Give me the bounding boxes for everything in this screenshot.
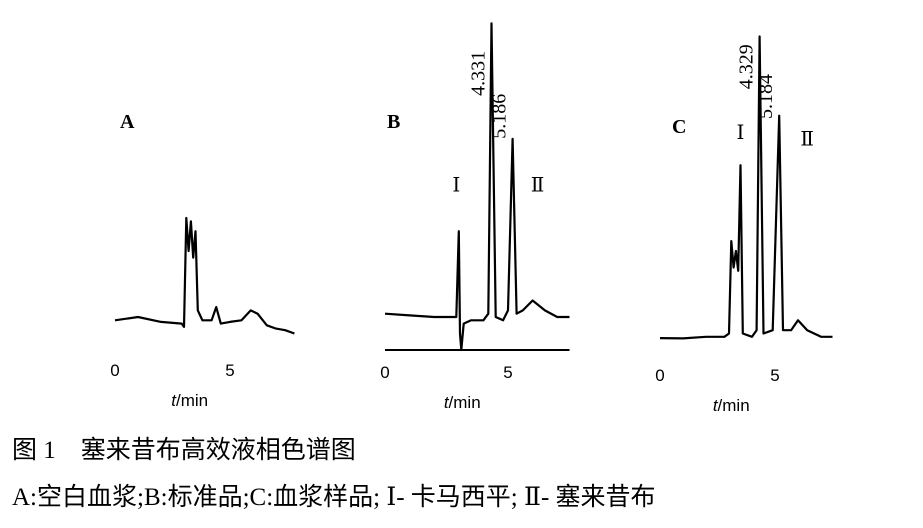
x-axis-label: t/min <box>171 391 208 410</box>
peak-id: Ⅰ <box>737 122 745 144</box>
peak-id: Ⅰ <box>452 175 460 197</box>
x-axis-label-italic: t <box>713 396 719 415</box>
x-axis-label-rest: /min <box>718 396 750 415</box>
x-axis-label-italic: t <box>444 393 450 412</box>
x-axis-label-italic: t <box>171 391 177 410</box>
x-axis-label: t/min <box>713 396 750 415</box>
panel-label: B <box>387 111 400 133</box>
caption-legend: A:空白血浆;B:标准品;C:血浆样品; Ⅰ- 卡马西平; Ⅱ- 塞来昔布 <box>12 483 656 511</box>
x-tick-label: 5 <box>503 363 512 382</box>
x-tick-label: 0 <box>655 366 664 385</box>
peak-id: Ⅱ <box>800 128 814 150</box>
chromatogram-trace <box>659 35 833 340</box>
peak-label: 4.329 <box>736 44 758 89</box>
caption-title: 图 1 塞来昔布高效液相色谱图 <box>12 436 356 464</box>
chromatogram-trace <box>114 216 295 335</box>
peak-label: 5.186 <box>489 94 511 139</box>
x-axis-label-rest: /min <box>176 391 208 410</box>
x-tick-label: 0 <box>110 361 119 380</box>
panel-label: A <box>120 111 135 133</box>
x-axis-label: t/min <box>444 393 481 412</box>
panel-label: C <box>672 116 686 138</box>
peak-label: 5.184 <box>755 74 777 119</box>
peak-label: 4.331 <box>468 51 490 96</box>
x-tick-label: 0 <box>380 363 389 382</box>
chromatogram-trace <box>384 22 570 352</box>
x-axis-label-rest: /min <box>449 393 481 412</box>
x-tick-label: 5 <box>225 361 234 380</box>
x-tick-label: 5 <box>770 366 779 385</box>
peak-id: Ⅱ <box>531 175 545 197</box>
